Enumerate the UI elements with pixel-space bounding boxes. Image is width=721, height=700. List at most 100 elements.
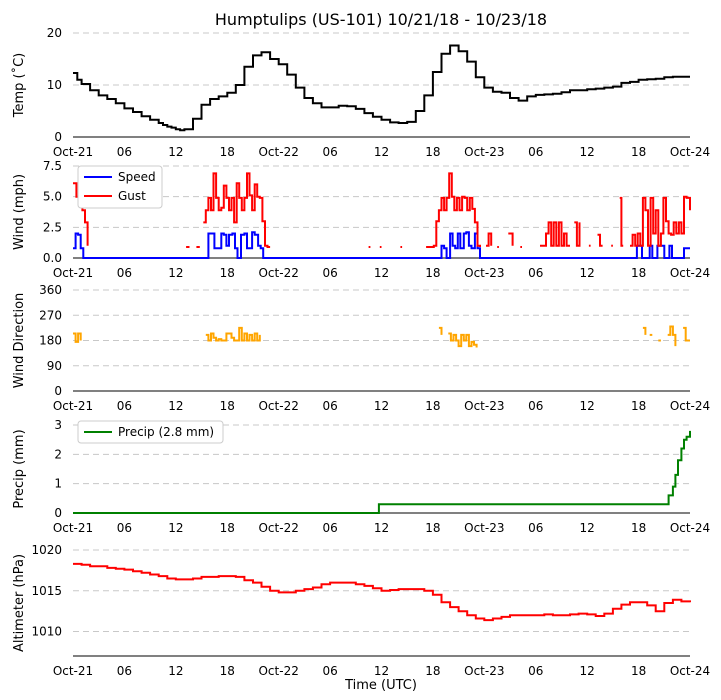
panel-direction: 0 90 180 270 360 Oct-21 06 12 18 Oct-22 06 12 18 Oct-… [12,283,710,413]
x-tick-label: Oct-23 [464,521,504,535]
x-tick-label: 06 [322,145,337,159]
legend-box [77,420,224,444]
series-line-precip-2-8-mm [73,430,691,514]
y-tick-label: 1015 [31,584,62,598]
series-line-temp [73,44,690,132]
x-tick-label: 06 [322,266,337,280]
legend-precip: Precip (2.8 mm) [77,420,224,444]
series-line-altimeter [73,562,691,622]
series-line-gust [426,172,481,248]
y-tick-label: 2.5 [43,220,62,234]
y-tick-label: 2 [54,447,62,461]
x-tick-label: Oct-21 [53,145,93,159]
legend-label: Speed [118,170,156,184]
legend-label: Gust [118,189,146,203]
x-tick-label: Oct-23 [464,266,504,280]
panel-altimeter: 1010 1015 1020 Oct-21 06 12 18 Oct-22 06 12 18 Oct-… [12,543,710,678]
x-tick-label: 06 [528,399,543,413]
x-tick-label: 12 [168,399,183,413]
x-tick-label: Oct-24 [670,399,710,413]
x-axis-label: Time (UTC) [344,678,417,693]
x-tick-label: 12 [580,145,595,159]
x-tick-label: Oct-21 [53,521,93,535]
x-tick-label: 18 [220,266,235,280]
x-tick-label: 18 [631,266,646,280]
x-tick-label: 18 [425,266,440,280]
series-line-wind-direction [667,325,677,347]
y-tick-label: 20 [47,26,62,40]
x-tick-label: Oct-22 [258,399,298,413]
y-tick-label: 5.0 [43,190,62,204]
y-tick-label: 180 [39,334,62,348]
x-tick-label: 18 [220,664,235,678]
x-tick-label: 12 [374,266,389,280]
series-line-gust [540,221,570,247]
series-line-wind-direction [205,326,261,342]
x-tick-label: 06 [117,664,132,678]
y-tick-label: 0.0 [43,251,62,265]
x-tick-label: 18 [631,399,646,413]
x-tick-label: 12 [580,266,595,280]
series-line-wind-direction [683,326,690,342]
y-axis-label: Wind Direction [12,293,27,389]
x-tick-label: Oct-23 [464,399,504,413]
x-tick-label: 18 [631,521,646,535]
y-tick-label: 1 [54,477,62,491]
series-line-gust [630,195,691,247]
x-tick-label: 12 [374,399,389,413]
x-tick-label: 06 [322,399,337,413]
x-tick-label: 12 [168,521,183,535]
x-tick-label: 06 [322,521,337,535]
x-tick-label: 12 [374,145,389,159]
series-line-gust [574,221,581,247]
x-tick-label: 12 [168,664,183,678]
x-tick-label: 18 [631,664,646,678]
x-tick-label: 06 [322,664,337,678]
x-tick-label: 06 [117,145,132,159]
y-tick-label: 1010 [31,625,62,639]
x-tick-label: Oct-24 [670,664,710,678]
x-tick-label: 18 [425,664,440,678]
x-tick-label: 06 [117,521,132,535]
panel-wind: 0.0 2.5 5.0 7.5 Oct-21 06 12 18 Oct-22 06 12 18 Oct-… [12,159,710,280]
y-tick-label: 0 [54,506,62,520]
y-tick-label: 90 [47,359,62,373]
x-tick-label: Oct-24 [670,145,710,159]
x-tick-label: Oct-21 [53,266,93,280]
x-tick-label: 06 [117,399,132,413]
chart-title: Humptulips (US-101) 10/21/18 - 10/23/18 [215,10,547,29]
x-tick-label: 12 [580,399,595,413]
x-tick-label: Oct-22 [258,266,298,280]
x-tick-label: 06 [528,521,543,535]
series-line-gust [597,233,603,247]
x-tick-label: 06 [528,266,543,280]
x-tick-label: 18 [425,145,440,159]
x-tick-label: Oct-21 [53,399,93,413]
x-tick-label: Oct-22 [258,521,298,535]
y-tick-label: 360 [39,283,62,297]
y-tick-label: 1020 [31,543,62,557]
y-tick-label: 7.5 [43,159,62,173]
series-line-gust [486,232,493,247]
series-line-gust [203,172,271,248]
x-tick-label: Oct-22 [258,145,298,159]
series-line-wind-direction [438,326,443,335]
x-tick-label: 06 [528,664,543,678]
y-axis-label: Temp (˚C) [11,53,27,119]
y-axis-label: Altimeter (hPa) [12,554,27,652]
x-tick-label: 18 [425,399,440,413]
x-tick-label: 12 [168,145,183,159]
x-tick-label: 12 [580,664,595,678]
y-tick-label: 270 [39,308,62,322]
series-line-speed [73,231,690,259]
y-tick-label: 3 [54,418,62,432]
series-line-gust [508,232,514,246]
x-tick-label: 18 [631,145,646,159]
x-tick-label: 18 [220,399,235,413]
series-line-wind-direction [73,332,82,343]
x-tick-label: Oct-24 [670,521,710,535]
series-line-gust [619,196,624,247]
x-tick-label: 12 [580,521,595,535]
series-line-wind-direction [642,326,647,335]
